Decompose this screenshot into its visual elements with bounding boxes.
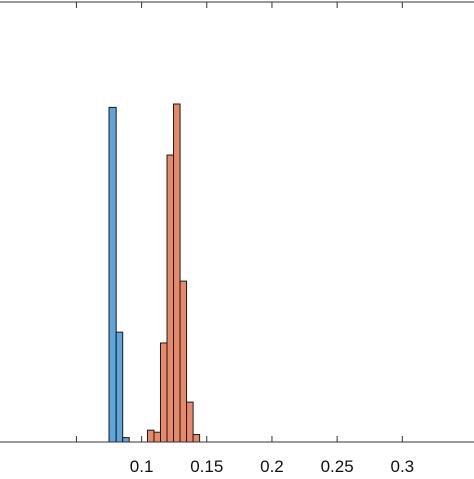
histogram-bar-series-2-bin-8 <box>192 434 201 443</box>
histogram-bar-series-2-bin-1 <box>146 429 155 443</box>
x-tick-label: 0.3 <box>390 457 414 474</box>
bars-layer <box>108 103 201 443</box>
x-tick-label: 0.25 <box>321 457 354 474</box>
histogram-bar-series-2-bin-2 <box>153 431 161 443</box>
histogram-bar-series-1-bin-2 <box>115 331 124 443</box>
histogram-bar-series-2-bin-4 <box>166 154 175 443</box>
histogram-bar-series-2-bin-7 <box>186 401 194 443</box>
histogram-bar-series-1-bin-3 <box>122 437 130 443</box>
x-tick-label: 0.1 <box>130 457 154 474</box>
x-tick-label: 0.15 <box>190 457 223 474</box>
histogram-bar-series-1-bin-1 <box>108 106 117 443</box>
histogram-bar-series-2-bin-5 <box>173 103 181 443</box>
histogram-bar-series-2-bin-3 <box>160 342 168 443</box>
histogram-bar-series-2-bin-6 <box>179 280 188 443</box>
x-tick-label: 0.2 <box>260 457 284 474</box>
